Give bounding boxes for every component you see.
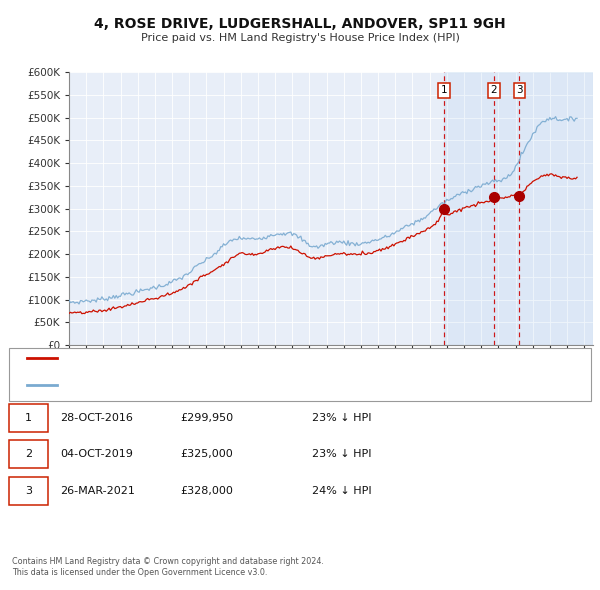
Text: 3: 3 [516,85,523,95]
Text: HPI: Average price, detached house, Wiltshire: HPI: Average price, detached house, Wilt… [63,381,287,390]
Text: 24% ↓ HPI: 24% ↓ HPI [312,486,371,496]
Text: 4, ROSE DRIVE, LUDGERSHALL, ANDOVER, SP11 9GH (detached house): 4, ROSE DRIVE, LUDGERSHALL, ANDOVER, SP1… [63,353,412,363]
Text: £299,950: £299,950 [180,413,233,422]
Text: 26-MAR-2021: 26-MAR-2021 [60,486,135,496]
Text: 3: 3 [25,486,32,496]
Text: This data is licensed under the Open Government Licence v3.0.: This data is licensed under the Open Gov… [12,568,268,577]
Text: 1: 1 [440,85,447,95]
Text: £325,000: £325,000 [180,450,233,459]
Text: 28-OCT-2016: 28-OCT-2016 [60,413,133,422]
Text: Price paid vs. HM Land Registry's House Price Index (HPI): Price paid vs. HM Land Registry's House … [140,34,460,43]
Text: 4, ROSE DRIVE, LUDGERSHALL, ANDOVER, SP11 9GH: 4, ROSE DRIVE, LUDGERSHALL, ANDOVER, SP1… [94,17,506,31]
Text: Contains HM Land Registry data © Crown copyright and database right 2024.: Contains HM Land Registry data © Crown c… [12,557,324,566]
Text: 2: 2 [25,450,32,459]
Text: 1: 1 [25,413,32,422]
Bar [444,72,593,345]
Text: 23% ↓ HPI: 23% ↓ HPI [312,413,371,422]
Text: 2: 2 [491,85,497,95]
Text: £328,000: £328,000 [180,486,233,496]
Text: 04-OCT-2019: 04-OCT-2019 [60,450,133,459]
Text: 23% ↓ HPI: 23% ↓ HPI [312,450,371,459]
